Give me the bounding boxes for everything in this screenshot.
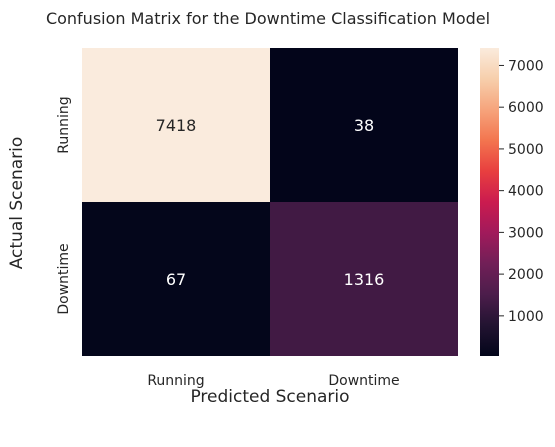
colorbar-tick-label: 7000 [508,58,544,74]
heatmap-cell [82,202,270,356]
cell-value-label: 67 [166,270,186,289]
cell-value-label: 38 [354,116,374,135]
colorbar [480,48,499,356]
x-axis-label: Predicted Scenario [190,387,349,407]
heatmap-cell [82,48,270,202]
x-tick-label: Running [147,373,204,389]
cell-value-label: 7418 [156,116,197,135]
x-tick-label: Downtime [328,373,399,389]
cell-value-label: 1316 [344,270,385,289]
heatmap-cell [270,202,458,356]
y-tick-label: Downtime [56,243,72,314]
colorbar-tick-label: 2000 [508,267,544,283]
colorbar-ticks: 1000 2000 3000 4000 5000 6000 7000 [499,58,544,325]
colorbar-tick-label: 1000 [508,309,544,325]
y-tick-labels: Running Downtime [56,96,72,314]
colorbar-tick-label: 6000 [508,100,544,116]
colorbar-tick-label: 3000 [508,225,544,241]
y-tick-label: Running [56,96,72,153]
colorbar-tick-label: 5000 [508,142,544,158]
y-axis-label: Actual Scenario [7,137,27,270]
colorbar-tick-label: 4000 [508,184,544,200]
heatmap-cell [270,48,458,202]
x-tick-labels: Running Downtime [147,373,399,389]
heatmap-cells: 7418 38 67 1316 [82,48,458,356]
chart-title: Confusion Matrix for the Downtime Classi… [46,9,490,28]
